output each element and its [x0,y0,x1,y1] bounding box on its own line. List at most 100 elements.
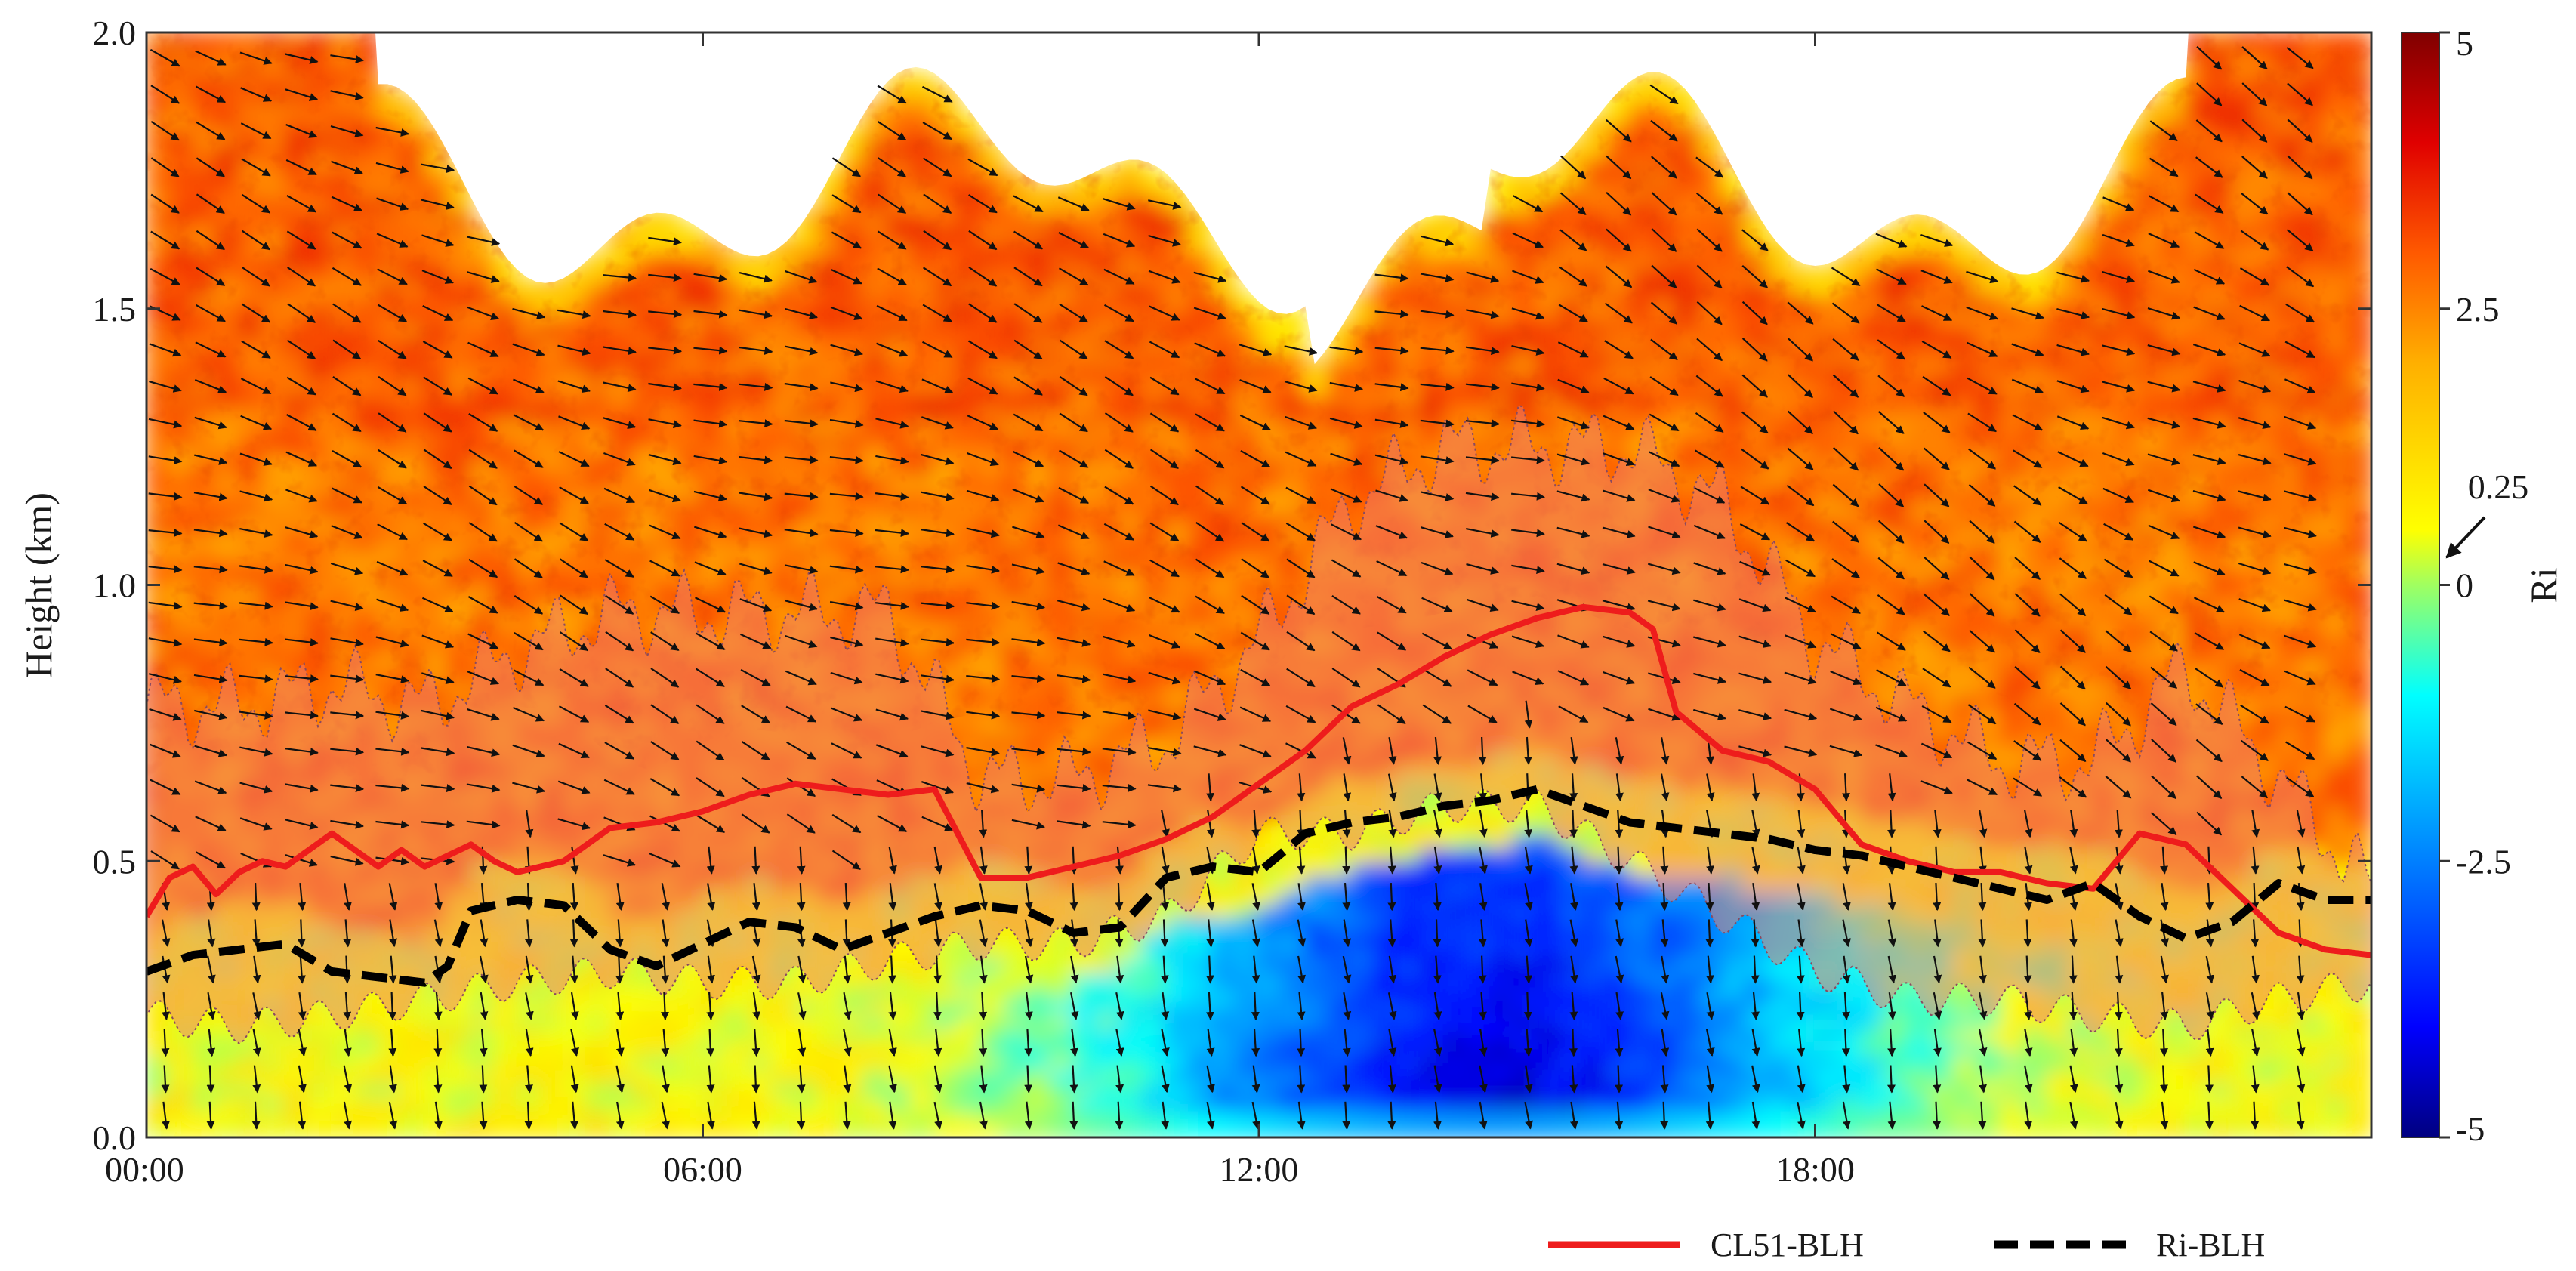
wind-arrow [1738,745,1772,757]
wind-arrow [376,598,409,612]
wind-arrow [1103,268,1135,285]
wind-arrow [330,125,364,137]
wind-arrow [1967,412,1997,433]
wind-arrow [1969,629,1995,653]
wind-arrow [1194,342,1226,357]
wind-arrow [377,268,408,285]
wind-arrow [1510,455,1545,464]
wind-arrow [195,851,226,869]
wind-arrow [739,346,773,355]
wind-arrow [331,160,363,174]
wind-arrow [560,594,588,615]
wind-arrow [1374,310,1409,319]
wind-arrow [648,310,683,319]
wind-arrow [1829,708,1862,721]
wind-arrow [285,88,319,101]
wind-arrow [332,449,362,468]
wind-arrow [1558,304,1588,322]
wind-arrow [514,449,544,468]
wind-arrow [877,267,907,286]
wind-arrow [1297,1065,1306,1094]
wind-arrow [1102,711,1137,720]
wind-arrow [1205,992,1214,1020]
wind-arrow [1785,559,1816,578]
wind-arrow [877,121,907,141]
wind-arrow [332,267,362,286]
wind-arrow [739,598,773,612]
wind-arrow [421,672,455,685]
wind-arrow [239,565,273,574]
wind-arrow [1751,883,1760,911]
wind-arrow [1784,745,1818,757]
wind-arrow [285,748,319,756]
wind-arrow [1606,155,1632,180]
wind-arrow [603,417,637,430]
wind-arrow [2011,343,2044,357]
wind-arrow [751,955,761,984]
wind-arrow [2058,521,2087,542]
wind-arrow [558,742,590,759]
wind-arrow [162,1101,170,1130]
wind-arrow [1751,992,1760,1020]
wind-arrow [1331,631,1361,652]
wind-arrow [1784,708,1818,721]
wind-arrow [1102,820,1137,829]
wind-arrow [605,668,634,688]
wind-arrow [707,883,716,911]
wind-arrow [389,919,398,948]
wind-arrow [921,378,954,394]
wind-arrow [1569,846,1578,875]
wind-arrow [1751,773,1760,802]
wind-arrow [1342,846,1351,875]
wind-arrow [1933,1065,1942,1094]
wind-arrow [378,412,407,433]
wind-arrow [1512,671,1544,685]
wind-arrow [1842,1101,1851,1130]
wind-arrow [785,634,818,649]
wind-arrow [388,992,397,1020]
wind-arrow [1832,338,1859,361]
wind-arrow [784,419,819,428]
wind-arrow [1966,270,1999,284]
wind-arrow [330,711,365,720]
wind-arrow [557,780,591,794]
wind-arrow [194,745,227,757]
wind-arrow [1923,412,1951,433]
wind-arrow [1376,560,1408,577]
wind-arrow [466,236,501,246]
wind-arrow [1603,452,1635,466]
wind-arrow [193,492,228,501]
wind-arrow [979,846,988,875]
wind-arrow [921,601,955,610]
wind-arrow [1057,820,1091,829]
wind-arrow [559,631,589,652]
wind-arrow [239,817,273,831]
wind-arrow [1968,666,1996,689]
wind-arrow [831,194,862,214]
wind-arrow [1115,1101,1124,1130]
wind-arrow [286,414,317,431]
wind-arrow [149,381,182,393]
wind-arrow [829,565,864,574]
wind-arrow [1921,340,1952,359]
wind-arrow [842,883,851,912]
wind-arrow [1832,374,1859,398]
wind-arrow [1606,228,1632,252]
wind-arrow [829,529,864,538]
wind-arrow [1693,708,1726,721]
wind-arrow [694,561,727,576]
wind-arrow [1433,810,1442,838]
wind-arrow [967,452,999,467]
wind-arrow [921,674,955,683]
wind-arrow [1738,709,1772,720]
wind-arrow [888,1101,897,1130]
wind-arrow [1787,447,1814,470]
wind-arrow [1510,492,1545,501]
wind-arrow [479,1065,488,1094]
wind-arrow [1011,747,1046,756]
wind-arrow [150,779,181,795]
wind-arrow [1751,1101,1760,1130]
wind-arrow [1059,303,1088,323]
wind-arrow [1343,773,1352,802]
wind-arrow [1374,383,1409,392]
